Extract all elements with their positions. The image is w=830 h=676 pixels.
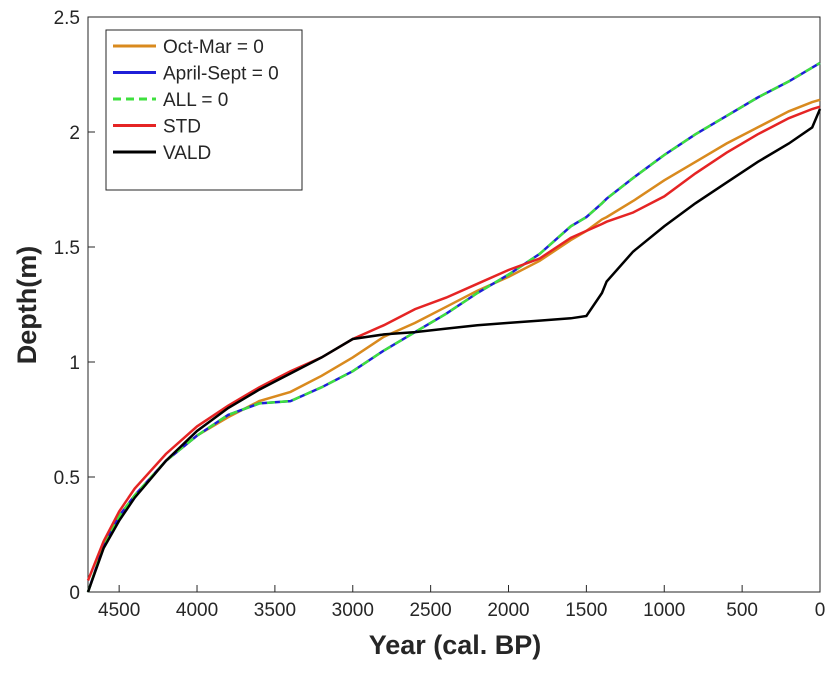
y-tick-label: 0.5 xyxy=(54,468,80,489)
y-axis-label: Depth(m) xyxy=(12,246,42,364)
y-tick-label: 0 xyxy=(69,583,80,604)
x-axis-label: Year (cal. BP) xyxy=(369,630,542,660)
legend-label: ALL = 0 xyxy=(163,90,228,111)
series-line xyxy=(86,108,822,593)
legend-label: Oct-Mar = 0 xyxy=(163,37,264,58)
x-tick-label: 2000 xyxy=(487,600,529,621)
y-tick-label: 1.5 xyxy=(54,238,80,259)
x-tick-label: 4500 xyxy=(98,600,140,621)
x-tick-label: 0 xyxy=(815,600,826,621)
y-tick-label: 2 xyxy=(69,123,80,144)
x-tick-label: 3000 xyxy=(332,600,374,621)
x-tick-label: 1500 xyxy=(565,600,607,621)
legend-label: April-Sept = 0 xyxy=(163,64,279,85)
x-tick-label: 2500 xyxy=(409,600,451,621)
x-tick-label: 500 xyxy=(726,600,758,621)
x-tick-label: 4000 xyxy=(176,600,218,621)
x-tick-label: 1000 xyxy=(643,600,685,621)
x-tick-label: 3500 xyxy=(254,600,296,621)
series-line xyxy=(86,61,821,593)
legend-box xyxy=(105,29,303,191)
y-tick-label: 2.5 xyxy=(54,8,80,29)
y-tick-label: 1 xyxy=(69,353,80,374)
legend-label: VALD xyxy=(163,143,211,164)
legend-label: STD xyxy=(163,117,201,138)
series-line xyxy=(86,105,821,581)
